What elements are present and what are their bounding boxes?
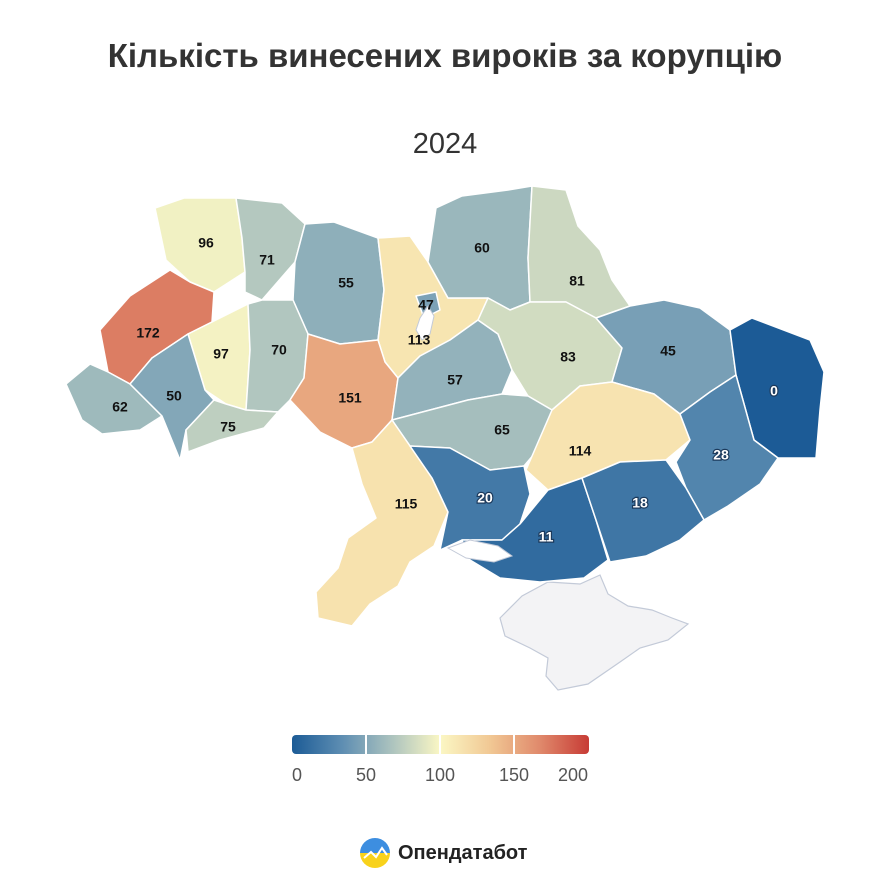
color-scale-bar [292,735,589,754]
opendatabot-logo-icon [360,838,390,868]
region-value-label: 62 [112,399,128,415]
region-одеська[interactable]: Одеська: 115 [315,419,449,627]
region-value-label: 151 [338,390,362,406]
scale-divider [513,735,515,754]
region-value-label: 50 [166,388,182,404]
region-value-label: 172 [136,325,160,341]
region-value-label: 47 [418,297,434,313]
region-value-label: 75 [220,419,236,435]
region-value-label: 115 [395,496,418,512]
region-value-label: 71 [259,252,275,268]
region-value-label: 96 [198,235,214,251]
map-subtitle: 2024 [412,128,478,160]
region-value-label: 81 [569,273,585,289]
region-value-label: 97 [213,346,229,362]
region-value-label: 0 [770,383,778,399]
region-value-label: 45 [660,343,676,359]
region-м-київ[interactable]: м. Київ: 47 [415,291,441,319]
region-сумська[interactable]: Сумська: 81 [527,185,631,319]
region-дніпропетровська[interactable]: Дніпропетровська: 114 [525,381,691,491]
region-value-label: 114 [569,443,592,459]
scale-divider [439,735,441,754]
scale-tick-label: 200 [557,765,589,785]
region-запорізька[interactable]: Запорізька: 18 [581,459,705,563]
region-value-label: 70 [271,342,287,358]
region-value-label: 57 [447,372,463,388]
region-value-label: 83 [560,349,576,365]
scale-tick-label: 50 [355,765,377,785]
dnipro-estuary [446,539,514,563]
region-value-label: 65 [494,422,510,438]
region-value-label: 113 [408,332,431,348]
brand-name: Опендатабот [398,841,528,864]
region-value-label: 18 [632,495,648,511]
region-value-label: 20 [477,490,493,506]
region-донецька[interactable]: Донецька: 28 [675,374,779,521]
kyiv-reservoir [415,305,435,341]
scale-tick-label: 150 [498,765,530,785]
scale-tick-label: 100 [424,765,456,785]
region-value-label: 55 [338,275,354,291]
region-value-label: 11 [539,529,554,545]
scale-divider [365,735,367,754]
crimea-region [499,574,690,691]
region-value-label: 60 [474,240,490,256]
region-чернівецька[interactable]: Чернівецька: 75 [185,399,279,453]
region-value-label: 28 [713,447,729,463]
scale-tick-label: 0 [291,765,303,785]
brand: Опендатабот [360,838,527,868]
map-title: Кількість винесених вироків за корупцію [107,37,783,74]
